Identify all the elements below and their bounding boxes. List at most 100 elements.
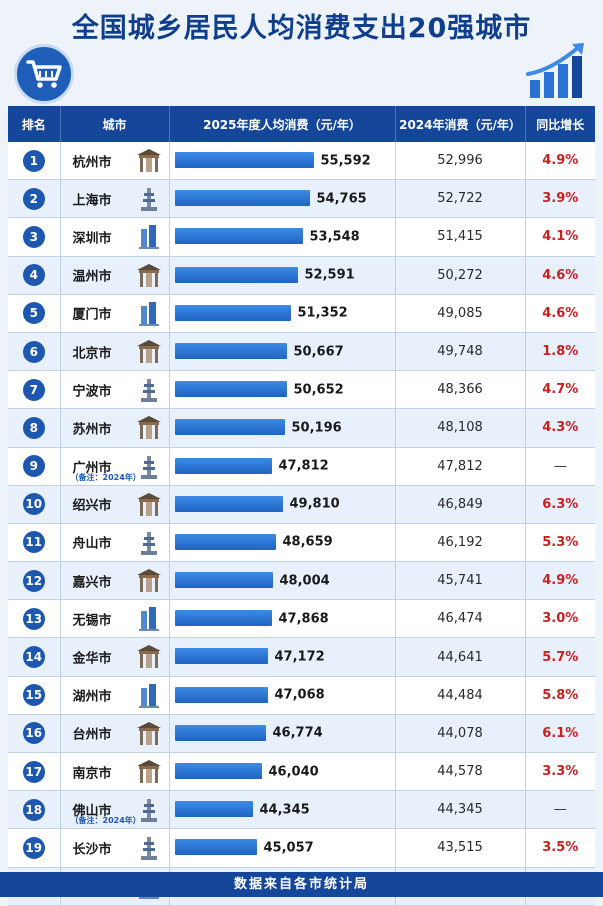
city-cell: 上海市 [59,179,169,219]
growth-value: 1.8% [524,332,595,372]
table-row: 3 深圳市 53,548 51,415 4.1% [8,217,595,257]
city-name: 杭州市 [72,155,112,171]
rank-badge: 3 [22,225,45,248]
rank-badge: 4 [22,264,45,287]
rank-cell: 5 [8,294,60,333]
rank-cell: 18 [8,790,60,830]
city-name: 宁波市 [72,384,112,400]
table-row: 5 厦门市 51,352 49,085 4.6% [8,294,595,333]
bar-2025 [174,533,276,550]
city-name: 长沙市 [72,842,112,858]
city-cell: 苏州市 [59,408,169,448]
bar-value-label: 46,774 [272,725,323,741]
city-name: 广州市 [72,460,112,476]
city-cell: 长沙市 [59,828,169,868]
bar-value-label: 50,652 [293,382,344,398]
city-cell: 台州市 [59,714,169,754]
city-cell: 杭州市 [59,142,169,181]
growth-value: 3.3% [524,752,595,792]
value-2024: 44,641 [394,637,525,677]
bar-value-label: 45,057 [263,840,314,856]
bar-cell: 52,591 [168,256,395,295]
bar-cell: 48,659 [168,523,395,563]
bar-value-label: 47,868 [278,611,329,627]
value-2024: 46,474 [394,599,525,639]
bar-cell: 45,057 [168,828,395,868]
city-name: 厦门市 [72,307,112,323]
table-row: 11 舟山市 48,659 46,192 5.3% [8,523,595,563]
bar-2025 [174,228,303,245]
table-row: 13 无锡市 47,868 46,474 3.0% [8,599,595,639]
value-2024: 44,484 [394,676,525,715]
rank-badge: 15 [22,684,45,707]
table-header: 排名 城市 2025年度人均消费（元/年） 2024年消费（元/年） 同比增长 [8,106,595,142]
value-2024: 49,085 [394,294,525,333]
city-cell: 北京市 [59,332,169,372]
bar-2025 [174,839,257,856]
growth-value: 4.6% [524,256,595,295]
bar-value-label: 52,591 [304,267,355,283]
city-cell: 厦门市 [59,294,169,333]
bar-2025 [174,724,266,741]
rank-badge: 17 [22,760,45,783]
value-2024: 48,366 [394,370,525,410]
growth-chart-icon [526,40,590,100]
rank-cell: 8 [8,408,60,448]
city-cell: 深圳市 [59,217,169,257]
rank-cell: 14 [8,637,60,677]
city-name: 深圳市 [72,231,112,247]
bar-2025 [174,572,273,589]
rank-badge: 8 [22,416,45,439]
growth-value: 5.7% [524,637,595,677]
header-city: 城市 [60,106,170,142]
rank-cell: 15 [8,676,60,715]
city-name: 嘉兴市 [72,575,112,591]
growth-value: 4.7% [524,370,595,410]
city-name: 舟山市 [72,536,112,552]
table-row: 12 嘉兴市 48,004 45,741 4.9% [8,561,595,601]
city-cell: 绍兴市 [59,485,169,524]
bar-2025 [174,152,314,168]
rank-badge: 12 [22,569,45,592]
header-2025: 2025年度人均消费（元/年） [169,106,396,142]
value-2024: 49,748 [394,332,525,372]
rank-badge: 19 [22,836,45,859]
bar-cell: 53,548 [168,217,395,257]
rank-cell: 13 [8,599,60,639]
rank-cell: 3 [8,217,60,257]
growth-value: 3.9% [524,179,595,219]
bar-cell: 46,040 [168,752,395,792]
source-footer: 数据来自各市统计局 [0,872,603,897]
city-cell: 广州市 （备注：2024年） [59,447,169,486]
bar-2025 [174,495,283,512]
table-row: 6 北京市 50,667 49,748 1.8% [8,332,595,372]
bar-cell: 47,868 [168,599,395,639]
bar-cell: 50,196 [168,408,395,448]
ranking-table: 排名 城市 2025年度人均消费（元/年） 2024年消费（元/年） 同比增长 … [8,106,595,906]
rank-cell: 17 [8,752,60,792]
rank-cell: 19 [8,828,60,868]
growth-value: — [524,447,595,486]
growth-value: — [524,790,595,830]
city-cell: 湖州市 [59,676,169,715]
bar-value-label: 46,040 [268,764,319,780]
bar-value-label: 44,345 [259,802,310,818]
city-name: 金华市 [72,651,112,667]
value-2024: 48,108 [394,408,525,448]
rank-badge: 10 [22,493,45,516]
table-row: 7 宁波市 50,652 48,366 4.7% [8,370,595,410]
value-2024: 44,578 [394,752,525,792]
bar-2025 [174,801,253,818]
growth-value: 5.3% [524,523,595,563]
growth-value: 3.0% [524,599,595,639]
table-row: 4 温州市 52,591 50,272 4.6% [8,256,595,295]
bar-cell: 48,004 [168,561,395,601]
value-2024: 52,722 [394,179,525,219]
growth-value: 4.3% [524,408,595,448]
bar-value-label: 54,765 [316,191,367,207]
city-name: 南京市 [72,766,112,782]
bar-2025 [174,648,268,665]
rank-cell: 4 [8,256,60,295]
bar-2025 [174,190,310,207]
rank-badge: 13 [22,607,45,630]
